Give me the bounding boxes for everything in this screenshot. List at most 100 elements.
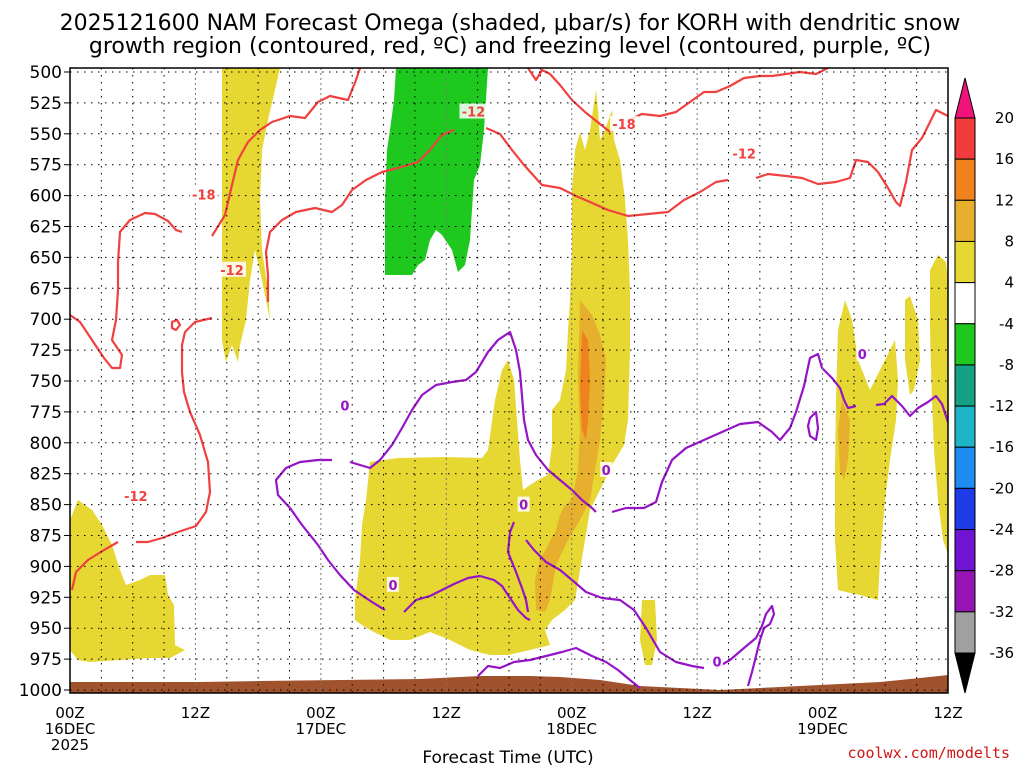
- colorbar-cell: [954, 282, 976, 325]
- colorbar-label: -24: [990, 521, 1015, 539]
- y-tick-label: 750: [30, 372, 62, 392]
- y-tick-label: 525: [30, 94, 62, 114]
- contour-dendritic-minus12: [485, 126, 729, 218]
- colorbar-label: 12: [995, 191, 1014, 209]
- colorbar-label: -32: [990, 603, 1015, 621]
- colorbar-label: -12: [990, 397, 1015, 415]
- colorbar-cell: [954, 570, 976, 613]
- y-tick-label: 950: [30, 619, 62, 639]
- omega-8-12-region: [838, 400, 850, 480]
- y-tick-label: 600: [30, 187, 62, 207]
- chart-title-line-2: growth region (contoured, red, ºC) and f…: [89, 34, 931, 59]
- x-tick-label: 12Z: [933, 704, 962, 722]
- x-tick-label: 16DEC: [45, 720, 96, 738]
- grid: [70, 68, 948, 693]
- omega-4-8-region: [490, 500, 512, 570]
- colorbar-cell: [954, 529, 976, 572]
- contour-dendritic-minus12: [755, 108, 948, 208]
- contour-freezing-level-0c: [611, 352, 857, 514]
- contour-label: 0: [340, 400, 349, 415]
- colorbar-label: 20: [995, 109, 1014, 127]
- x-tick-label: 18DEC: [546, 720, 597, 738]
- y-tick-label: 700: [30, 310, 62, 330]
- contour-freezing-level-0c: [349, 330, 597, 513]
- x-tick-label: 00Z: [55, 704, 84, 722]
- contour-label: -12: [124, 490, 148, 505]
- contour-label: -18: [612, 118, 636, 133]
- contour-label: -12: [732, 148, 756, 163]
- y-tick-label: 650: [30, 248, 62, 268]
- colorbar-cell: [954, 158, 976, 201]
- contour-dendritic-minus12: [211, 68, 362, 237]
- contour-freezing-level-0c: [875, 394, 948, 423]
- colorbar-label: -8: [999, 356, 1014, 374]
- x-tick-label: 00Z: [808, 704, 837, 722]
- x-tick-label: 12Z: [432, 704, 461, 722]
- y-tick-label: 975: [30, 650, 62, 670]
- y-tick-label: 500: [30, 63, 62, 83]
- colorbar: 20 16 12 8 4 -4 -8 -12 -16 -20 -24 -28 -32 -36: [954, 77, 1015, 694]
- watermark: coolwx.com/modelts: [847, 744, 1010, 762]
- x-tick-label: 12Z: [682, 704, 711, 722]
- contour-freezing-level-0c: [806, 410, 820, 442]
- colorbar-label: -20: [990, 479, 1015, 497]
- contour-dendritic-minus18: [527, 68, 611, 133]
- y-tick-label: 800: [30, 434, 62, 454]
- y-tick-label: 675: [30, 279, 62, 299]
- colorbar-label: 4: [1004, 274, 1014, 292]
- contour-label-bg: [609, 115, 638, 131]
- contour-freezing-level-0c: [506, 521, 530, 613]
- contour-label-bg: [121, 487, 150, 503]
- colorbar-cell: [954, 77, 976, 119]
- omega-4-8-region: [222, 68, 280, 362]
- y-tick-label: 550: [30, 125, 62, 145]
- y-tick-label: 875: [30, 527, 62, 547]
- contour-dendritic-minus12: [136, 316, 213, 544]
- contour-freezing-level-0c: [525, 539, 705, 670]
- colorbar-cell: [954, 487, 976, 531]
- colorbar-cell: [954, 446, 976, 489]
- x-axis-label: Forecast Time (UTC): [422, 748, 593, 768]
- y-tick-label: 1000: [19, 681, 62, 701]
- contour-label: 0: [858, 348, 867, 363]
- contour-label: -12: [220, 264, 244, 279]
- y-tick-label: 925: [30, 588, 62, 608]
- contour-dendritic-minus12: [170, 318, 182, 332]
- contour-label-bg: [600, 461, 613, 477]
- contour-label: 0: [388, 579, 397, 594]
- x-tick-label: 00Z: [306, 704, 335, 722]
- contour-label: -12: [462, 106, 486, 121]
- omega-neg4-neg8-region: [385, 68, 488, 275]
- colorbar-cell: [954, 652, 976, 694]
- contour-label: 0: [712, 656, 721, 671]
- y-tick-label: 575: [30, 156, 62, 176]
- x-tick-label: 2025: [51, 736, 89, 754]
- x-tick-label: 12Z: [181, 704, 210, 722]
- contour-label: -18: [192, 188, 216, 203]
- colorbar-label: -16: [990, 438, 1015, 456]
- y-tick-label: 900: [30, 557, 62, 577]
- colorbar-cell: [954, 323, 976, 366]
- y-axis: 500 525 550 575 600 625 650 675 700 725 750 775 800 8…: [19, 63, 70, 701]
- omega-4-8-region: [930, 255, 948, 555]
- contour-label-bg: [856, 345, 869, 361]
- contour-freezing-level-0c: [403, 574, 531, 621]
- x-tick-label: 19DEC: [797, 720, 848, 738]
- contour-freezing-level-0c: [477, 646, 641, 689]
- omega-4-8-region: [905, 296, 920, 395]
- contour-dendritic-minus12: [264, 128, 455, 302]
- x-tick-label: 17DEC: [296, 720, 347, 738]
- colorbar-cell: [954, 364, 976, 407]
- contour-freezing-level-0c: [274, 458, 386, 611]
- colorbar-label: -4: [999, 315, 1014, 333]
- colorbar-cell: [954, 405, 976, 448]
- y-tick-label: 625: [30, 218, 62, 238]
- contour-freezing-level-0c: [715, 604, 776, 687]
- contour-label-bg: [218, 261, 247, 277]
- contour-label-bg: [711, 653, 724, 669]
- contour-label-bg: [730, 145, 759, 161]
- contour-label: 0: [602, 464, 611, 479]
- plot-area: -18 -12 -12 -12 -18 -12 0 0 0 0 0 0: [70, 68, 948, 693]
- colorbar-cell: [954, 611, 976, 654]
